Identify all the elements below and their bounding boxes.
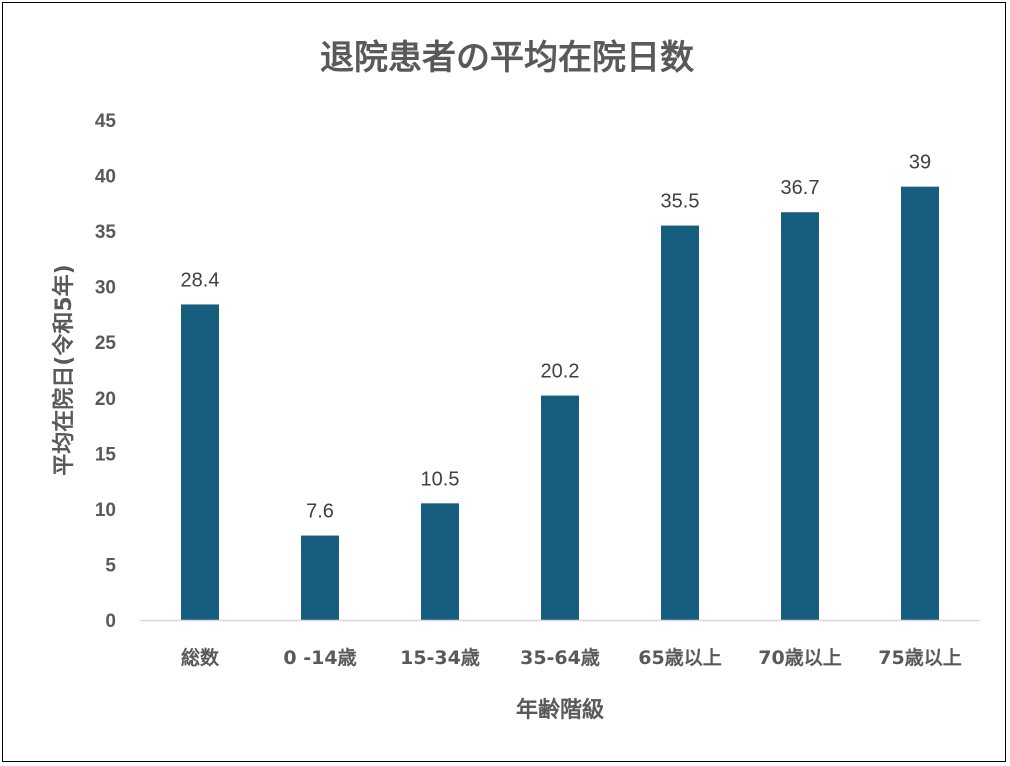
x-category-label: 65歳以上 [638,647,721,669]
bar [421,503,459,620]
data-label: 20.2 [541,361,580,383]
bar [901,186,939,620]
x-category-label: 15-34歳 [400,647,480,669]
bars [181,186,939,621]
y-tick-label: 0 [105,611,116,632]
x-category-label: 0 -14歳 [283,647,356,669]
y-axis-ticks: 0 5 10 15 20 25 30 35 40 45 [95,111,117,632]
bar [301,535,339,620]
x-category-label: 総数 [181,646,220,669]
data-label: 7.6 [306,501,334,523]
bar [781,212,819,620]
data-labels: 28.4 7.6 10.5 20.2 35.5 36.7 39 [181,152,932,523]
y-tick-label: 10 [95,500,116,521]
bar [181,304,219,620]
y-tick-label: 35 [95,222,117,243]
x-axis-categories: 総数 0 -14歳 15-34歳 35-64歳 65歳以上 70歳以上 75歳以上 [181,646,962,669]
bar [541,395,579,620]
y-tick-label: 15 [95,444,117,465]
y-tick-label: 25 [95,333,117,354]
bar-chart: 退院患者の平均在院日数 平均在院日(令和5年) 年齢階級 0 5 10 15 20 25 3… [51,38,980,723]
data-label: 28.4 [181,269,220,291]
bar [661,225,699,621]
y-tick-label: 20 [95,389,116,410]
data-label: 36.7 [781,177,820,199]
x-category-label: 35-64歳 [520,647,600,669]
chart-title: 退院患者の平均在院日数 [320,38,694,78]
data-label: 10.5 [421,468,460,490]
data-label: 35.5 [661,191,700,213]
y-tick-label: 40 [95,167,116,188]
x-axis-title: 年齢階級 [516,697,604,723]
y-axis-title: 平均在院日(令和5年) [51,264,77,475]
y-tick-label: 45 [95,111,117,132]
x-category-label: 70歳以上 [758,647,841,669]
y-tick-label: 30 [95,278,116,299]
y-tick-label: 5 [105,555,116,576]
data-label: 39 [909,152,931,174]
x-category-label: 75歳以上 [878,647,961,669]
